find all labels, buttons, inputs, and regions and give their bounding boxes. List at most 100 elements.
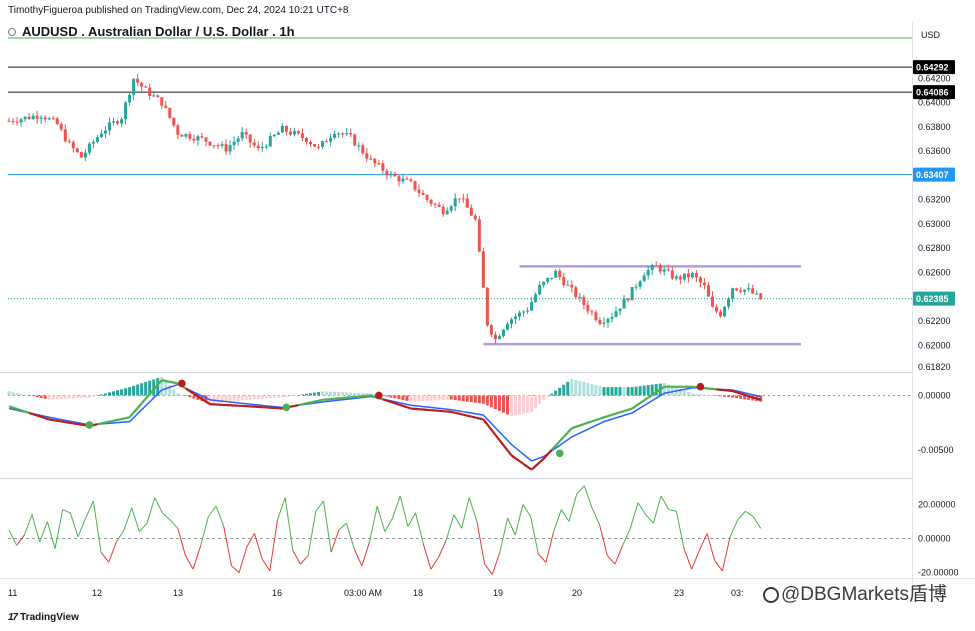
macd-histogram-bar: [429, 395, 433, 401]
candle-body: [489, 325, 493, 335]
macd-histogram-bar: [136, 384, 140, 396]
macd-line-segment: [651, 391, 657, 396]
osc-line-segment: [415, 512, 424, 544]
candle-body: [329, 137, 333, 142]
candle-body: [518, 312, 522, 317]
osc-line-segment: [645, 514, 654, 524]
macd-histogram-bar: [216, 395, 220, 403]
candle-body: [759, 293, 763, 300]
macd-line-segment: [571, 425, 577, 430]
macd-tick-label: 0.00000: [918, 390, 951, 400]
macd-line-segment: [538, 457, 545, 464]
macd-histogram-bar: [743, 395, 747, 400]
macd-histogram-bar: [610, 387, 614, 396]
macd-cross-marker: [178, 379, 186, 388]
osc-line-segment: [284, 497, 294, 551]
macd-line-segment: [558, 436, 565, 443]
pane-divider-macd-osc: [0, 478, 912, 479]
macd-line-segment: [647, 393, 653, 399]
candle-body: [578, 296, 582, 298]
macd-line-segment: [566, 427, 573, 434]
macd-histogram-bar: [108, 392, 111, 396]
macd-line-segment: [526, 465, 533, 471]
macd-histogram-bar: [666, 384, 670, 396]
price-tick-label: 0.63800: [918, 122, 951, 132]
macd-line-segment: [205, 400, 211, 406]
macd-histogram-bar: [670, 385, 674, 396]
candle-body: [510, 319, 513, 324]
candle-body: [160, 97, 164, 106]
osc-line-segment: [752, 516, 762, 529]
macd-line-segment: [587, 420, 593, 424]
macd-line-segment: [562, 431, 569, 438]
oscillator-pane[interactable]: [8, 485, 912, 575]
osc-line-segment: [146, 497, 156, 524]
osc-line-segment: [683, 548, 693, 570]
candle-body: [526, 310, 530, 312]
osc-line-segment: [737, 510, 746, 521]
osc-line-segment: [115, 529, 125, 543]
macd-histogram-bar: [417, 395, 421, 402]
candle-body: [429, 199, 433, 204]
macd-line-segment: [136, 402, 143, 409]
macd-line-segment: [97, 422, 102, 426]
candle-body: [461, 198, 465, 200]
time-tick-label: 20: [572, 588, 582, 598]
macd-line-segment: [113, 418, 118, 422]
osc-line-segment: [261, 558, 271, 572]
macd-histogram-bar: [321, 391, 325, 396]
macd-line-segment: [398, 403, 404, 407]
macd-pane[interactable]: [7, 376, 913, 471]
candle-body: [385, 170, 389, 176]
candle-body: [240, 132, 244, 139]
macd-histogram-bar: [497, 395, 501, 411]
price-pane[interactable]: [7, 66, 913, 346]
macd-histogram-bar: [401, 395, 405, 401]
macd-histogram-bar: [341, 392, 345, 396]
macd-line-segment: [471, 415, 476, 419]
candle-body: [108, 122, 111, 131]
macd-line-segment: [16, 407, 22, 412]
currency-label[interactable]: USD: [921, 30, 941, 40]
macd-line-segment: [28, 411, 34, 416]
macd-histogram-bar: [103, 393, 107, 396]
macd-histogram-bar: [522, 395, 526, 414]
candle-body: [425, 194, 429, 200]
macd-tick-label: -0.00500: [918, 445, 954, 455]
candle-body: [116, 121, 120, 124]
macd-histogram-bar: [224, 395, 228, 403]
candle-body: [184, 134, 188, 137]
macd-line-segment: [32, 413, 38, 417]
macd-histogram-bar: [449, 395, 453, 400]
macd-cross-marker: [696, 382, 705, 391]
candle-body: [216, 145, 220, 147]
macd-histogram-bar: [445, 395, 449, 400]
candle-body: [321, 141, 325, 147]
macd-histogram-bar: [534, 395, 538, 408]
macd-line-segment: [36, 414, 42, 418]
macd-line-segment: [575, 424, 581, 428]
macd-histogram-bar: [296, 395, 300, 396]
candle-body: [55, 118, 59, 125]
candle-body: [433, 203, 437, 205]
macd-histogram-bar: [481, 395, 485, 404]
macd-line-segment: [152, 384, 159, 391]
candle-body: [83, 152, 87, 158]
candle-body: [662, 269, 666, 272]
candle-body: [747, 288, 751, 290]
symbol-title[interactable]: AUDUSD . Australian Dollar / U.S. Dollar…: [22, 24, 295, 39]
macd-histogram-bar: [618, 387, 622, 396]
macd-histogram-bar: [566, 381, 570, 396]
candle-body: [120, 119, 124, 124]
tradingview-logo[interactable]: 17 TradingView: [8, 612, 79, 623]
macd-histogram-bar: [284, 395, 288, 397]
osc-line-segment: [62, 509, 71, 514]
candle-body: [534, 294, 538, 302]
macd-histogram-bar: [204, 395, 208, 403]
osc-line-segment: [54, 509, 64, 549]
osc-line-segment: [253, 533, 263, 560]
macd-histogram-bar: [27, 395, 31, 396]
macd-histogram-bar: [550, 393, 554, 396]
time-tick-label: 12: [92, 588, 102, 598]
